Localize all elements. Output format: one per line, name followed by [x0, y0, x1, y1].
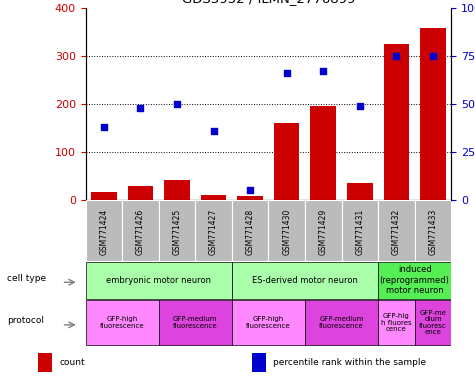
Text: GSM771431: GSM771431	[355, 209, 364, 255]
FancyBboxPatch shape	[232, 262, 378, 299]
FancyBboxPatch shape	[378, 262, 451, 299]
Point	[173, 101, 180, 107]
FancyBboxPatch shape	[305, 200, 342, 261]
FancyBboxPatch shape	[232, 200, 268, 261]
Text: GSM771425: GSM771425	[172, 209, 181, 255]
FancyBboxPatch shape	[195, 200, 232, 261]
FancyBboxPatch shape	[86, 262, 232, 299]
Bar	[38, 353, 52, 372]
FancyBboxPatch shape	[159, 200, 195, 261]
FancyBboxPatch shape	[415, 200, 451, 261]
Text: GFP-medium
fluorescence: GFP-medium fluorescence	[173, 316, 218, 329]
Text: ES-derived motor neuron: ES-derived motor neuron	[252, 276, 358, 285]
Point	[393, 53, 400, 59]
Text: GFP-high
fluorescence: GFP-high fluorescence	[100, 316, 144, 329]
Bar	[347, 183, 372, 200]
Bar	[384, 44, 409, 200]
FancyBboxPatch shape	[305, 300, 378, 345]
Text: GSM771428: GSM771428	[246, 209, 255, 255]
Text: GSM771424: GSM771424	[99, 209, 108, 255]
FancyBboxPatch shape	[122, 200, 159, 261]
Bar	[420, 28, 446, 200]
FancyBboxPatch shape	[268, 200, 305, 261]
Text: embryonic motor neuron: embryonic motor neuron	[106, 276, 211, 285]
FancyBboxPatch shape	[378, 200, 415, 261]
Text: cell type: cell type	[7, 274, 46, 283]
Title: GDS3932 / ILMN_2776899: GDS3932 / ILMN_2776899	[181, 0, 355, 5]
Text: GSM771433: GSM771433	[428, 209, 437, 255]
Point	[319, 68, 327, 74]
Text: GSM771430: GSM771430	[282, 209, 291, 255]
Bar	[91, 192, 116, 200]
Text: GFP-high
fluorescence: GFP-high fluorescence	[246, 316, 291, 329]
Point	[209, 127, 217, 134]
Bar	[128, 186, 153, 200]
Point	[283, 70, 291, 76]
Text: GFP-me
dium
fluoresc
ence: GFP-me dium fluoresc ence	[419, 310, 447, 335]
Point	[356, 103, 364, 109]
FancyBboxPatch shape	[86, 300, 159, 345]
Text: count: count	[59, 358, 85, 367]
Point	[137, 104, 144, 111]
Text: GSM771426: GSM771426	[136, 209, 145, 255]
Bar	[252, 353, 266, 372]
Text: GSM771429: GSM771429	[319, 209, 328, 255]
Text: GSM771432: GSM771432	[392, 209, 401, 255]
Text: percentile rank within the sample: percentile rank within the sample	[273, 358, 426, 367]
FancyBboxPatch shape	[159, 300, 232, 345]
Bar	[274, 123, 299, 200]
Text: GSM771427: GSM771427	[209, 209, 218, 255]
Bar	[238, 196, 263, 200]
FancyBboxPatch shape	[86, 200, 122, 261]
Point	[100, 124, 107, 130]
Bar	[311, 106, 336, 200]
FancyBboxPatch shape	[342, 200, 378, 261]
FancyBboxPatch shape	[415, 300, 451, 345]
Text: GFP-medium
fluorescence: GFP-medium fluorescence	[319, 316, 364, 329]
Point	[246, 187, 254, 193]
Point	[429, 53, 437, 59]
FancyBboxPatch shape	[232, 300, 305, 345]
Text: GFP-hig
h fluores
cence: GFP-hig h fluores cence	[381, 313, 412, 332]
Text: induced
(reprogrammed)
motor neuron: induced (reprogrammed) motor neuron	[380, 265, 450, 295]
Bar	[201, 195, 226, 200]
Text: protocol: protocol	[7, 316, 44, 325]
Bar	[164, 180, 190, 200]
FancyBboxPatch shape	[378, 300, 415, 345]
